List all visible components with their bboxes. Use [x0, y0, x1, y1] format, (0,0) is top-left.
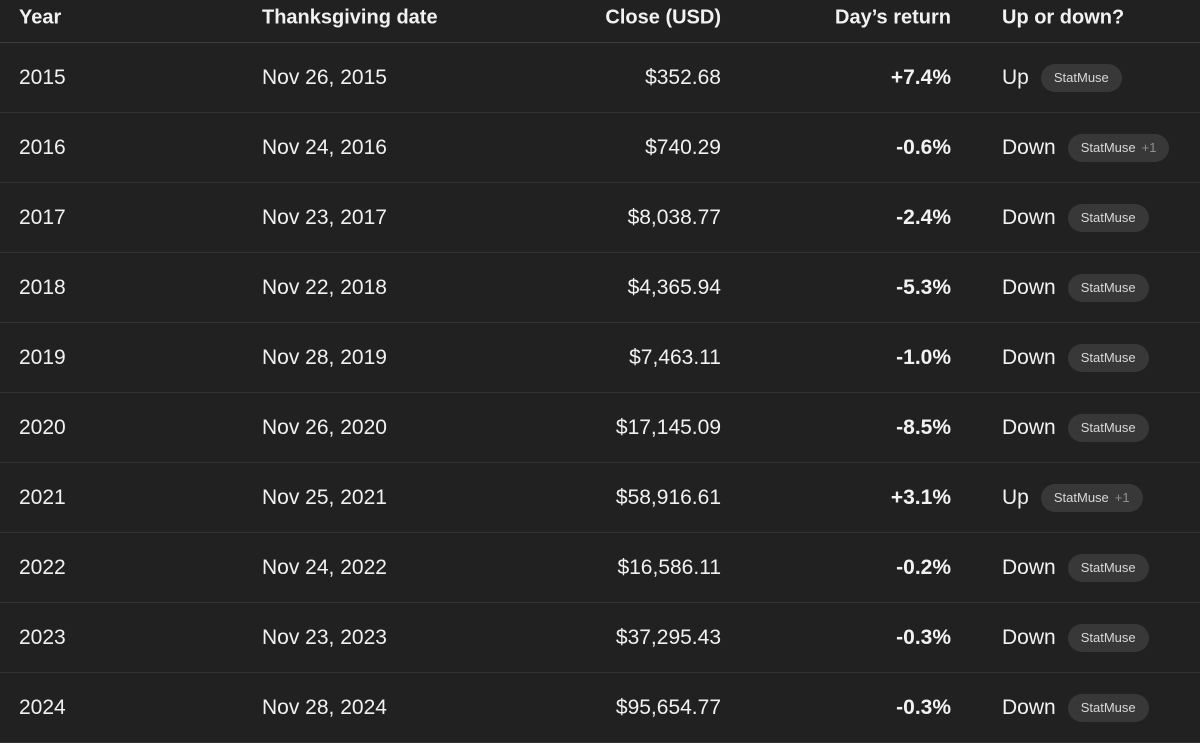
source-extra: +1 [1114, 489, 1130, 505]
return-cell: +3.1% [890, 485, 951, 509]
header-row: Year Thanksgiving date Close (USD) Day’s… [0, 0, 1200, 43]
source-badge[interactable]: StatMuse [1067, 693, 1149, 722]
direction-text: Up [1002, 485, 1029, 509]
year-cell: 2019 [19, 345, 66, 369]
direction-text: Down [1002, 135, 1056, 159]
return-cell: -5.3% [896, 275, 951, 299]
date-cell: Nov 26, 2015 [262, 65, 387, 89]
year-cell: 2018 [19, 275, 66, 299]
source-name: StatMuse [1080, 209, 1136, 225]
date-cell: Nov 26, 2020 [262, 415, 387, 439]
direction-cell: Down StatMuse [1002, 273, 1149, 302]
close-cell: $37,295.43 [615, 625, 721, 649]
source-name: StatMuse [1080, 139, 1136, 155]
table-row: 2021 Nov 25, 2021 $58,916.61 +3.1% Up StatMus… [0, 463, 1200, 533]
direction-cell: Down StatMuse [1002, 553, 1149, 582]
column-header: Close (USD) [605, 6, 721, 29]
direction-text: Down [1002, 415, 1056, 439]
close-cell: $740.29 [645, 135, 721, 159]
source-badge[interactable]: StatMuse +1 [1067, 133, 1170, 162]
column-header: Up or down? [1002, 6, 1125, 29]
direction-cell: Down StatMuse [1002, 203, 1149, 232]
source-badge[interactable]: StatMuse [1067, 553, 1149, 582]
return-cell: -0.6% [896, 135, 951, 159]
return-cell: -0.3% [896, 695, 951, 719]
close-cell: $95,654.77 [615, 695, 721, 719]
close-cell: $17,145.09 [615, 415, 721, 439]
close-cell: $58,916.61 [615, 485, 721, 509]
column-header: Day’s return [835, 6, 951, 29]
direction-text: Down [1002, 275, 1056, 299]
year-cell: 2016 [19, 135, 66, 159]
table-row: 2017 Nov 23, 2017 $8,038.77 -2.4% Down StatMu… [0, 183, 1200, 253]
direction-cell: Up StatMuse +1 [1002, 483, 1143, 512]
year-cell: 2022 [19, 555, 66, 579]
direction-cell: Down StatMuse +1 [1002, 133, 1170, 162]
return-cell: +7.4% [890, 65, 951, 89]
direction-cell: Down StatMuse [1002, 693, 1149, 722]
direction-text: Down [1002, 555, 1056, 579]
return-cell: -2.4% [896, 205, 951, 229]
table-row: 2018 Nov 22, 2018 $4,365.94 -5.3% Down StatMu… [0, 253, 1200, 323]
source-name: StatMuse [1053, 69, 1109, 85]
year-cell: 2023 [19, 625, 66, 649]
table-row: 2023 Nov 23, 2023 $37,295.43 -0.3% Down StatM… [0, 603, 1200, 673]
source-badge[interactable]: StatMuse [1067, 623, 1149, 652]
direction-text: Up [1002, 65, 1029, 89]
direction-cell: Up StatMuse [1002, 63, 1122, 92]
return-cell: -0.3% [896, 625, 951, 649]
year-cell: 2017 [19, 205, 66, 229]
date-cell: Nov 28, 2019 [262, 345, 387, 369]
date-cell: Nov 22, 2018 [262, 275, 387, 299]
table-row: 2015 Nov 26, 2015 $352.68 +7.4% Up StatMuse [0, 43, 1200, 113]
source-badge[interactable]: StatMuse [1067, 343, 1149, 372]
table-row: 2024 Nov 28, 2024 $95,654.77 -0.3% Down StatM… [0, 673, 1200, 743]
source-name: StatMuse [1080, 559, 1136, 575]
year-cell: 2020 [19, 415, 66, 439]
source-extra: +1 [1141, 139, 1157, 155]
close-cell: $352.68 [645, 65, 721, 89]
column-header: Year [19, 6, 62, 29]
source-name: StatMuse [1080, 279, 1136, 295]
date-cell: Nov 25, 2021 [262, 485, 387, 509]
direction-text: Down [1002, 345, 1056, 369]
date-cell: Nov 24, 2022 [262, 555, 387, 579]
column-header: Thanksgiving date [262, 6, 438, 29]
source-name: StatMuse [1080, 629, 1136, 645]
table-row: 2016 Nov 24, 2016 $740.29 -0.6% Down StatMuse… [0, 113, 1200, 183]
table-row: 2020 Nov 26, 2020 $17,145.09 -8.5% Down StatM… [0, 393, 1200, 463]
close-cell: $7,463.11 [629, 345, 721, 369]
year-cell: 2021 [19, 485, 66, 509]
direction-text: Down [1002, 695, 1056, 719]
date-cell: Nov 23, 2017 [262, 205, 387, 229]
source-badge[interactable]: StatMuse [1067, 203, 1149, 232]
source-badge[interactable]: StatMuse +1 [1040, 483, 1143, 512]
direction-cell: Down StatMuse [1002, 623, 1149, 652]
date-cell: Nov 23, 2023 [262, 625, 387, 649]
source-badge[interactable]: StatMuse [1040, 63, 1122, 92]
return-cell: -1.0% [896, 345, 951, 369]
table-row: 2019 Nov 28, 2019 $7,463.11 -1.0% Down StatMu… [0, 323, 1200, 393]
direction-text: Down [1002, 205, 1056, 229]
source-name: StatMuse [1080, 699, 1136, 715]
source-name: StatMuse [1080, 419, 1136, 435]
date-cell: Nov 24, 2016 [262, 135, 387, 159]
return-cell: -8.5% [896, 415, 951, 439]
date-cell: Nov 28, 2024 [262, 695, 387, 719]
direction-text: Down [1002, 625, 1056, 649]
year-cell: 2015 [19, 65, 66, 89]
close-cell: $8,038.77 [627, 205, 721, 229]
direction-cell: Down StatMuse [1002, 413, 1149, 442]
return-cell: -0.2% [896, 555, 951, 579]
source-badge[interactable]: StatMuse [1067, 413, 1149, 442]
year-cell: 2024 [19, 695, 66, 719]
source-badge[interactable]: StatMuse [1067, 273, 1149, 302]
close-cell: $4,365.94 [627, 275, 721, 299]
source-name: StatMuse [1080, 349, 1136, 365]
close-cell: $16,586.11 [617, 555, 721, 579]
table-row: 2022 Nov 24, 2022 $16,586.11 -0.2% Down StatM… [0, 533, 1200, 603]
source-name: StatMuse [1053, 489, 1109, 505]
direction-cell: Down StatMuse [1002, 343, 1149, 372]
